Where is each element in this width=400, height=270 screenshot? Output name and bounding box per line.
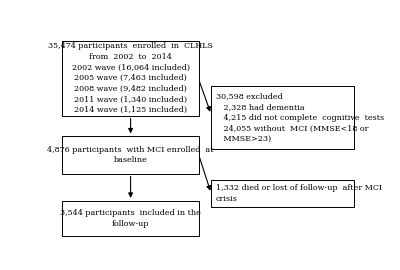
Text: 35,474 participants  enrolled  in  CLHLS
from  2002  to  2014
2002 wave (16,064 : 35,474 participants enrolled in CLHLS fr…: [48, 42, 213, 114]
FancyBboxPatch shape: [62, 136, 199, 174]
FancyBboxPatch shape: [62, 41, 199, 116]
FancyBboxPatch shape: [62, 201, 199, 236]
FancyBboxPatch shape: [211, 86, 354, 149]
Text: 4,876 participants  with MCI enrolled  at
baseline: 4,876 participants with MCI enrolled at …: [48, 146, 214, 164]
FancyBboxPatch shape: [211, 180, 354, 207]
Text: 30,598 excluded
   2,328 had dementia
   4,215 did not complete  cognitive  test: 30,598 excluded 2,328 had dementia 4,215…: [216, 92, 384, 143]
Text: 1,332 died or lost of follow-up  after MCI
crisis: 1,332 died or lost of follow-up after MC…: [216, 184, 382, 203]
Text: 3,544 participants  included in the
follow-up: 3,544 participants included in the follo…: [60, 209, 201, 228]
